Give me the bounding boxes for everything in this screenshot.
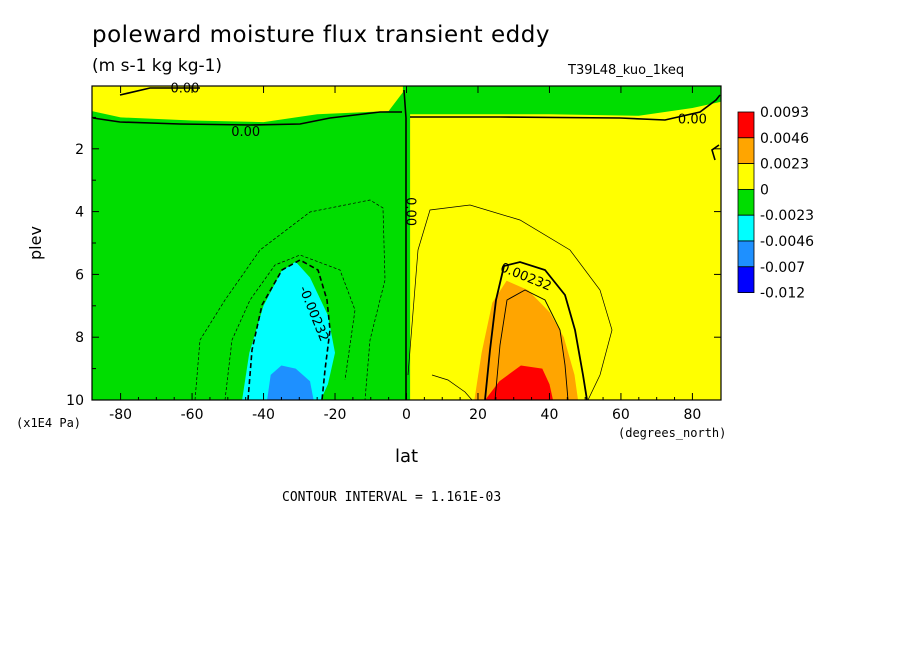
negative-contour-outer xyxy=(194,199,386,401)
colorbar-swatch xyxy=(737,137,755,165)
y-tick-label: 6 xyxy=(75,267,84,283)
x-tick-label: 40 xyxy=(541,407,559,423)
colorbar-label: -0.0046 xyxy=(760,234,814,250)
colorbar-label: 0.0023 xyxy=(760,157,809,173)
x-tick-label: 0 xyxy=(402,407,411,423)
y-tick-label: 10 xyxy=(66,393,84,409)
contour-label: 0.00 xyxy=(678,113,707,128)
region-positive-upper-SH xyxy=(92,86,403,123)
region-red-core xyxy=(485,365,553,400)
colorbar-label: -0.007 xyxy=(760,260,805,276)
y-tick-label: 2 xyxy=(75,142,84,158)
x-tick-label: -80 xyxy=(109,407,132,423)
orange-contour xyxy=(484,261,588,401)
region-blue-SH xyxy=(267,365,314,400)
y-tick-label: 8 xyxy=(75,330,84,346)
positive-contour-thin xyxy=(407,204,613,401)
colorbar-swatch xyxy=(737,163,755,190)
zero-contour xyxy=(92,87,721,400)
contour-label: 0.00 xyxy=(170,81,199,96)
colorbar-label: -0.012 xyxy=(760,286,805,302)
negative-contour-mid xyxy=(224,254,356,401)
region-orange-core xyxy=(474,280,578,400)
colorbar-swatch xyxy=(737,111,755,139)
x-tick-label: 20 xyxy=(469,407,487,423)
chart-title: poleward moisture flux transient eddy xyxy=(92,22,550,48)
colorbar-label: 0 xyxy=(760,182,769,198)
x-tick-label: 60 xyxy=(612,407,630,423)
y-axis-units: (x1E4 Pa) xyxy=(16,416,82,430)
x-axis-label: lat xyxy=(395,446,419,467)
contour-label: 0.00 xyxy=(403,197,418,226)
colorbar-swatch xyxy=(737,240,755,268)
colorbar-label: 0.0093 xyxy=(760,105,809,121)
colorbar-label: 0.0046 xyxy=(760,131,809,147)
colorbar-swatch xyxy=(737,214,755,242)
chart-units: (m s-1 kg kg-1) xyxy=(92,56,223,76)
negative-contour-thick xyxy=(247,259,331,401)
colorbar-swatch xyxy=(737,266,755,293)
orange-inner-contour xyxy=(494,289,569,401)
x-tick-label: -20 xyxy=(324,407,347,423)
x-tick-label: 80 xyxy=(683,407,701,423)
y-tick-label: 4 xyxy=(75,205,84,221)
colorbar-swatch xyxy=(737,188,755,216)
contour-label: 0.00 xyxy=(231,125,260,140)
x-tick-label: -60 xyxy=(181,407,204,423)
contour-interval: CONTOUR INTERVAL = 1.161E-03 xyxy=(282,490,502,505)
region-cyan-SH xyxy=(242,261,335,400)
x-axis-units: (degrees_north) xyxy=(618,426,727,440)
colorbar-label: -0.0023 xyxy=(760,208,814,224)
x-tick-label: -40 xyxy=(252,407,275,423)
run-id: T39L48_kuo_1keq xyxy=(568,63,685,78)
